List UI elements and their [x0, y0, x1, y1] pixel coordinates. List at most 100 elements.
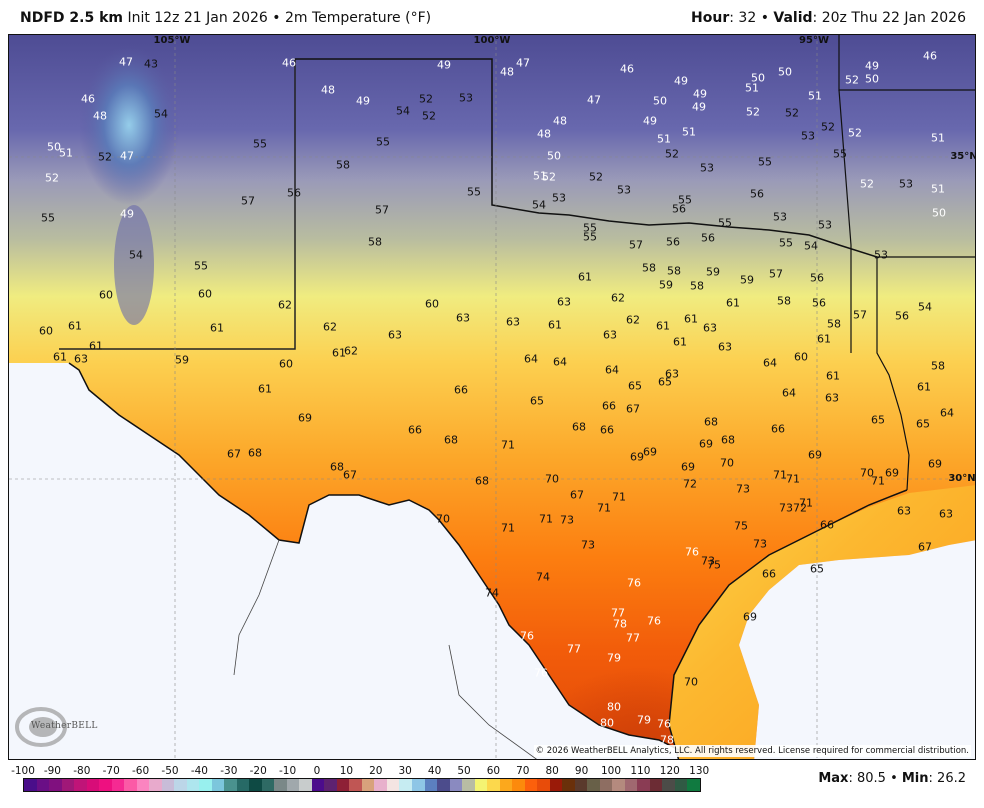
colorbar-tick-label: 0: [313, 765, 321, 777]
colorbar-swatch: [662, 779, 675, 791]
colorbar-tick-label: 130: [689, 765, 710, 777]
colorbar-swatch: [99, 779, 112, 791]
temperature-label: 68: [444, 433, 458, 447]
colorbar: [23, 778, 701, 792]
colorbar-swatch: [524, 779, 538, 791]
temperature-label: 80: [607, 700, 621, 714]
temperature-label: 63: [456, 311, 470, 325]
logo-text: WeatherBELL: [31, 721, 98, 731]
temperature-label: 61: [332, 346, 346, 360]
colorbar-swatch: [186, 779, 200, 791]
colorbar-tick-label: -80: [73, 765, 91, 777]
temperature-map[interactable]: 105°W 100°W 95°W 35°N 30°N 47 43 46 46 48 54 50 51 5…: [8, 34, 976, 760]
colorbar-swatch: [374, 779, 387, 791]
temperature-label: 60: [425, 297, 439, 311]
colorbar-tick-label: 30: [398, 765, 412, 777]
temperature-label: 53: [773, 210, 787, 224]
temperature-label: 47: [119, 55, 133, 69]
colorbar-tick-label: 40: [427, 765, 442, 777]
temperature-label: 66: [771, 422, 785, 436]
colorbar-swatch: [687, 779, 700, 791]
temperature-label: 76: [520, 629, 534, 643]
temperature-label: 51: [533, 169, 547, 183]
colorbar-tick-label: 100: [600, 765, 622, 777]
temperature-label: 70: [545, 472, 559, 486]
temperature-label: 50: [932, 206, 946, 220]
temperature-label: 63: [703, 321, 717, 335]
forecast-hour: : 32: [729, 10, 757, 26]
temperature-label: 61: [548, 318, 562, 332]
colorbar-tick-label: -60: [132, 765, 150, 777]
temperature-label: 71: [786, 472, 800, 486]
temperature-label: 65: [810, 562, 824, 576]
colorbar-swatch: [562, 779, 575, 791]
temperature-label: 53: [874, 248, 888, 262]
colorbar-tick-label: 60: [486, 765, 501, 777]
temperature-label: 52: [785, 106, 799, 120]
temperature-label: 57: [375, 203, 389, 217]
temperature-label: 52: [422, 109, 436, 123]
colorbar-ticks: -100 -90 -80 -70 -60 -50 -40 -30 -20 -10 0 10 20 30 40…: [0, 765, 984, 779]
temperature-label: 72: [683, 477, 697, 491]
colorbar-swatch: [637, 779, 650, 791]
colorbar-tick-label: -40: [190, 765, 208, 777]
temperature-label: 53: [899, 177, 913, 191]
temperature-label: 71: [799, 496, 813, 510]
temperature-label: 68: [572, 420, 586, 434]
temperature-label: 61: [917, 380, 931, 394]
graticule-label: 100°W: [473, 35, 511, 46]
temperature-label: 63: [74, 352, 88, 366]
colorbar-swatch: [574, 779, 588, 791]
temperature-label: 69: [808, 448, 822, 462]
temperature-label: 60: [99, 288, 113, 302]
temperature-label: 57: [853, 308, 867, 322]
colorbar-swatch: [161, 779, 175, 791]
colorbar-swatch: [111, 779, 125, 791]
colorbar-swatch: [261, 779, 275, 791]
temperature-label: 55: [718, 216, 732, 230]
temperature-label: 56: [895, 309, 909, 323]
temperature-label: 51: [931, 131, 945, 145]
temperature-label: 63: [665, 367, 679, 381]
valid-date: : 20z Thu 22 Jan 2026: [812, 10, 966, 26]
model-name: NDFD 2.5 km: [20, 10, 123, 26]
temperature-label: 46: [620, 62, 634, 76]
temperature-label: 47: [516, 56, 530, 70]
temperature-label: 50: [778, 65, 792, 79]
colorbar-tick-label: 50: [457, 765, 471, 777]
temperature-label: 49: [437, 58, 451, 72]
temperature-label: 71: [501, 521, 515, 535]
temperature-label: 78: [660, 733, 674, 747]
colorbar-tick-label: -30: [220, 765, 238, 777]
temperature-label: 77: [611, 606, 625, 620]
temperature-label: 49: [692, 100, 706, 114]
temperature-label: 48: [321, 83, 335, 97]
temperature-label: 64: [763, 356, 777, 370]
temperature-label: 76: [627, 576, 641, 590]
colorbar-tick-label: 10: [339, 765, 354, 777]
temperature-label: 55: [253, 137, 267, 151]
temperature-label: 59: [659, 278, 673, 292]
temperature-label: 73: [560, 513, 574, 527]
colorbar-swatch: [612, 779, 625, 791]
temperature-label: 53: [700, 161, 714, 175]
colorbar-tick-label: -10: [279, 765, 297, 777]
init-time: Init 12z 21 Jan 2026: [127, 10, 268, 26]
temperature-label: 55: [41, 211, 55, 225]
temperature-label: 76: [534, 666, 548, 680]
temperature-label: 51: [931, 182, 945, 196]
colorbar-swatch: [36, 779, 50, 791]
temperature-label: 70: [860, 466, 874, 480]
colorbar-swatch: [86, 779, 100, 791]
colorbar-swatch: [211, 779, 225, 791]
temperature-label: 52: [860, 177, 874, 191]
temperature-label: 56: [810, 271, 824, 285]
colorbar-swatch: [437, 779, 450, 791]
temperature-label: 58: [777, 294, 791, 308]
temperature-label: 71: [871, 474, 885, 488]
colorbar-tick-label: 120: [659, 765, 680, 777]
field-name: 2m Temperature (°F): [284, 10, 432, 26]
temperature-label: 68: [475, 474, 489, 488]
temperature-label: 69: [630, 450, 644, 464]
colorbar-swatch: [249, 779, 262, 791]
